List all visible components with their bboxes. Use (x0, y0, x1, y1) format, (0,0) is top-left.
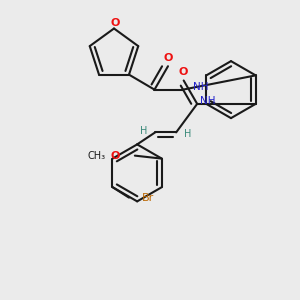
Text: O: O (111, 17, 120, 28)
Text: NH: NH (200, 96, 215, 106)
Text: CH₃: CH₃ (87, 151, 106, 160)
Text: O: O (178, 67, 188, 77)
Text: H: H (140, 126, 148, 136)
Text: O: O (164, 53, 173, 63)
Text: NH: NH (194, 82, 209, 92)
Text: Br: Br (142, 193, 154, 202)
Text: O: O (110, 151, 120, 160)
Text: H: H (184, 129, 191, 139)
